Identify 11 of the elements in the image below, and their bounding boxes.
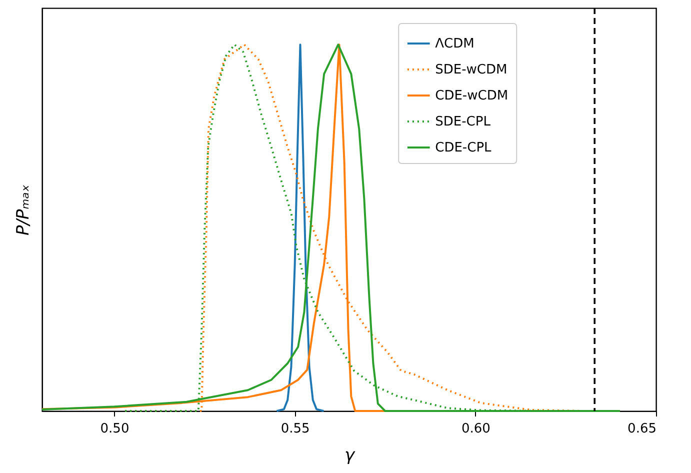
legend-label: SDE-wCDM	[435, 62, 508, 78]
legend-label: CDE-wCDM	[435, 88, 508, 104]
x-tick-label: 0.50	[100, 422, 130, 436]
y-axis-title: P/Pₘₐₓ	[14, 184, 34, 236]
x-tick-label: 0.65	[628, 422, 656, 436]
x-axis-title: γ	[344, 446, 356, 466]
legend-label: ΛCDM	[435, 36, 474, 52]
legend-label: CDE-CPL	[435, 140, 492, 156]
x-tick-label: 0.60	[461, 422, 490, 436]
x-tick-label: 0.55	[280, 422, 310, 436]
legend-label: SDE-CPL	[435, 114, 492, 130]
